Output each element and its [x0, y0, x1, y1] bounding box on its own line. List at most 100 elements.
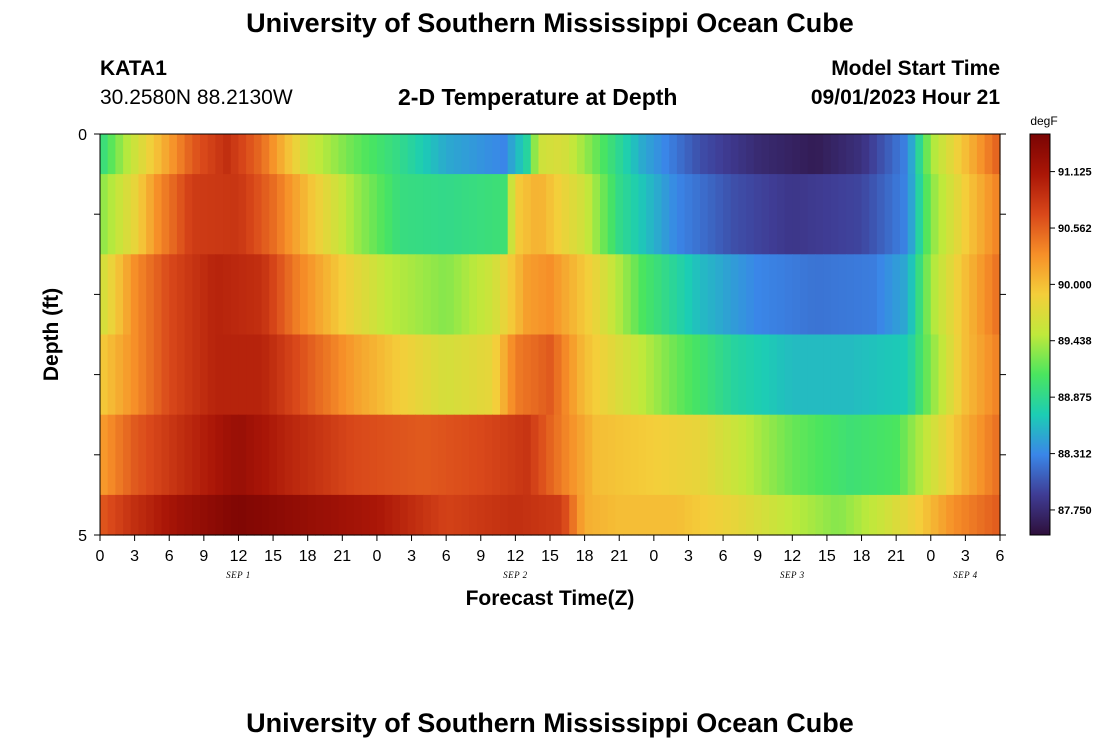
heatmap-cell — [807, 254, 816, 336]
heatmap-cell — [761, 334, 770, 416]
heatmap-cell — [538, 174, 547, 255]
heatmap-cell — [430, 134, 440, 175]
heatmap-cell — [500, 134, 509, 175]
heatmap-cell — [500, 494, 509, 536]
heatmap-cell — [869, 414, 878, 496]
heatmap-cell — [461, 494, 470, 536]
heatmap-cell — [961, 254, 970, 336]
heatmap-cell — [230, 254, 240, 336]
heatmap-cell — [107, 334, 116, 416]
heatmap-cell — [538, 254, 547, 336]
heatmap-cell — [815, 254, 824, 336]
heatmap-cell — [307, 414, 316, 496]
heatmap-cell — [876, 414, 886, 496]
heatmap-cell — [423, 494, 432, 536]
heatmap-cell — [984, 334, 993, 416]
heatmap-cell — [215, 254, 224, 336]
heatmap-cell — [476, 494, 486, 536]
heatmap-cell — [338, 174, 347, 255]
heatmap-cell — [976, 254, 986, 336]
x-tick-label: 6 — [719, 548, 728, 565]
heatmap-cell — [307, 174, 316, 255]
heatmap-cell — [930, 334, 940, 416]
heatmap-cell — [400, 174, 409, 255]
heatmap-cell — [138, 254, 147, 336]
heatmap-cell — [723, 174, 732, 255]
heatmap-cell — [276, 414, 286, 496]
heatmap-cell — [300, 254, 309, 336]
heatmap-cell — [946, 174, 955, 255]
heatmap-cell — [984, 254, 993, 336]
heatmap-cell — [607, 134, 616, 175]
heatmap-cell — [707, 174, 716, 255]
heatmap-cell — [784, 134, 793, 175]
heatmap-cell — [353, 334, 363, 416]
heatmap-cell — [438, 414, 447, 496]
heatmap-cell — [192, 174, 201, 255]
heatmap-cell — [446, 494, 455, 536]
heatmap-cell — [946, 414, 955, 496]
heatmap-cell — [646, 334, 655, 416]
heatmap-cell — [584, 494, 593, 536]
heatmap-cell — [615, 414, 624, 496]
x-tick-label: 12 — [230, 548, 248, 565]
heatmap-cell — [484, 134, 493, 175]
heatmap-cell — [384, 334, 393, 416]
heatmap-cell — [138, 494, 147, 536]
heatmap-cell — [369, 414, 378, 496]
heatmap-cell — [407, 414, 416, 496]
heatmap-cell — [876, 254, 886, 336]
heatmap-cell — [876, 174, 886, 255]
heatmap-cell — [276, 334, 286, 416]
heatmap-cell — [600, 494, 609, 536]
heatmap-cell — [138, 174, 147, 255]
heatmap-cell — [653, 134, 663, 175]
heatmap-cell — [684, 174, 693, 255]
heatmap-cell — [869, 254, 878, 336]
heatmap-cell — [630, 174, 640, 255]
heatmap-cell — [346, 254, 355, 336]
heatmap-cell — [753, 414, 763, 496]
x-tick-label: 9 — [199, 548, 208, 565]
heatmap-cell — [246, 414, 255, 496]
heatmap-cell — [984, 134, 993, 175]
heatmap-cell — [523, 174, 532, 255]
heatmap-cell — [176, 494, 186, 536]
heatmap-cell — [430, 494, 440, 536]
heatmap-cell — [200, 414, 209, 496]
heatmap-cell — [807, 494, 816, 536]
heatmap-cell — [369, 254, 378, 336]
heatmap-cell — [100, 134, 109, 175]
heatmap-cell — [261, 134, 270, 175]
heatmap-cell — [523, 254, 532, 336]
heatmap-cell — [830, 494, 840, 536]
heatmap-cell — [638, 254, 647, 336]
heatmap-cell — [453, 134, 463, 175]
heatmap-cell — [469, 414, 478, 496]
heatmap-cell — [161, 414, 170, 496]
heatmap-cell — [553, 414, 563, 496]
heatmap-cell — [684, 414, 693, 496]
heatmap-cell — [676, 134, 686, 175]
colorbar-tick-label: 87.750 — [1058, 505, 1092, 517]
heatmap-cell — [500, 254, 509, 336]
heatmap-cell — [392, 334, 401, 416]
heatmap-cell — [692, 134, 701, 175]
heatmap-cell — [723, 134, 732, 175]
heatmap-cell — [184, 494, 193, 536]
heatmap-cell — [238, 174, 247, 255]
heatmap-cell — [653, 494, 663, 536]
heatmap-cell — [869, 174, 878, 255]
heatmap-cell — [169, 134, 178, 175]
heatmap-cell — [884, 134, 893, 175]
heatmap-cell — [392, 414, 401, 496]
heatmap-cell — [553, 494, 563, 536]
heatmap-cell — [607, 254, 616, 336]
model-start-label: Model Start Time — [831, 57, 1000, 80]
heatmap-cell — [184, 414, 193, 496]
heatmap-cell — [776, 134, 786, 175]
heatmap-cell — [284, 334, 293, 416]
station-id: KATA1 — [100, 57, 167, 80]
heatmap-cell — [207, 494, 216, 536]
heatmap-cell — [853, 254, 863, 336]
